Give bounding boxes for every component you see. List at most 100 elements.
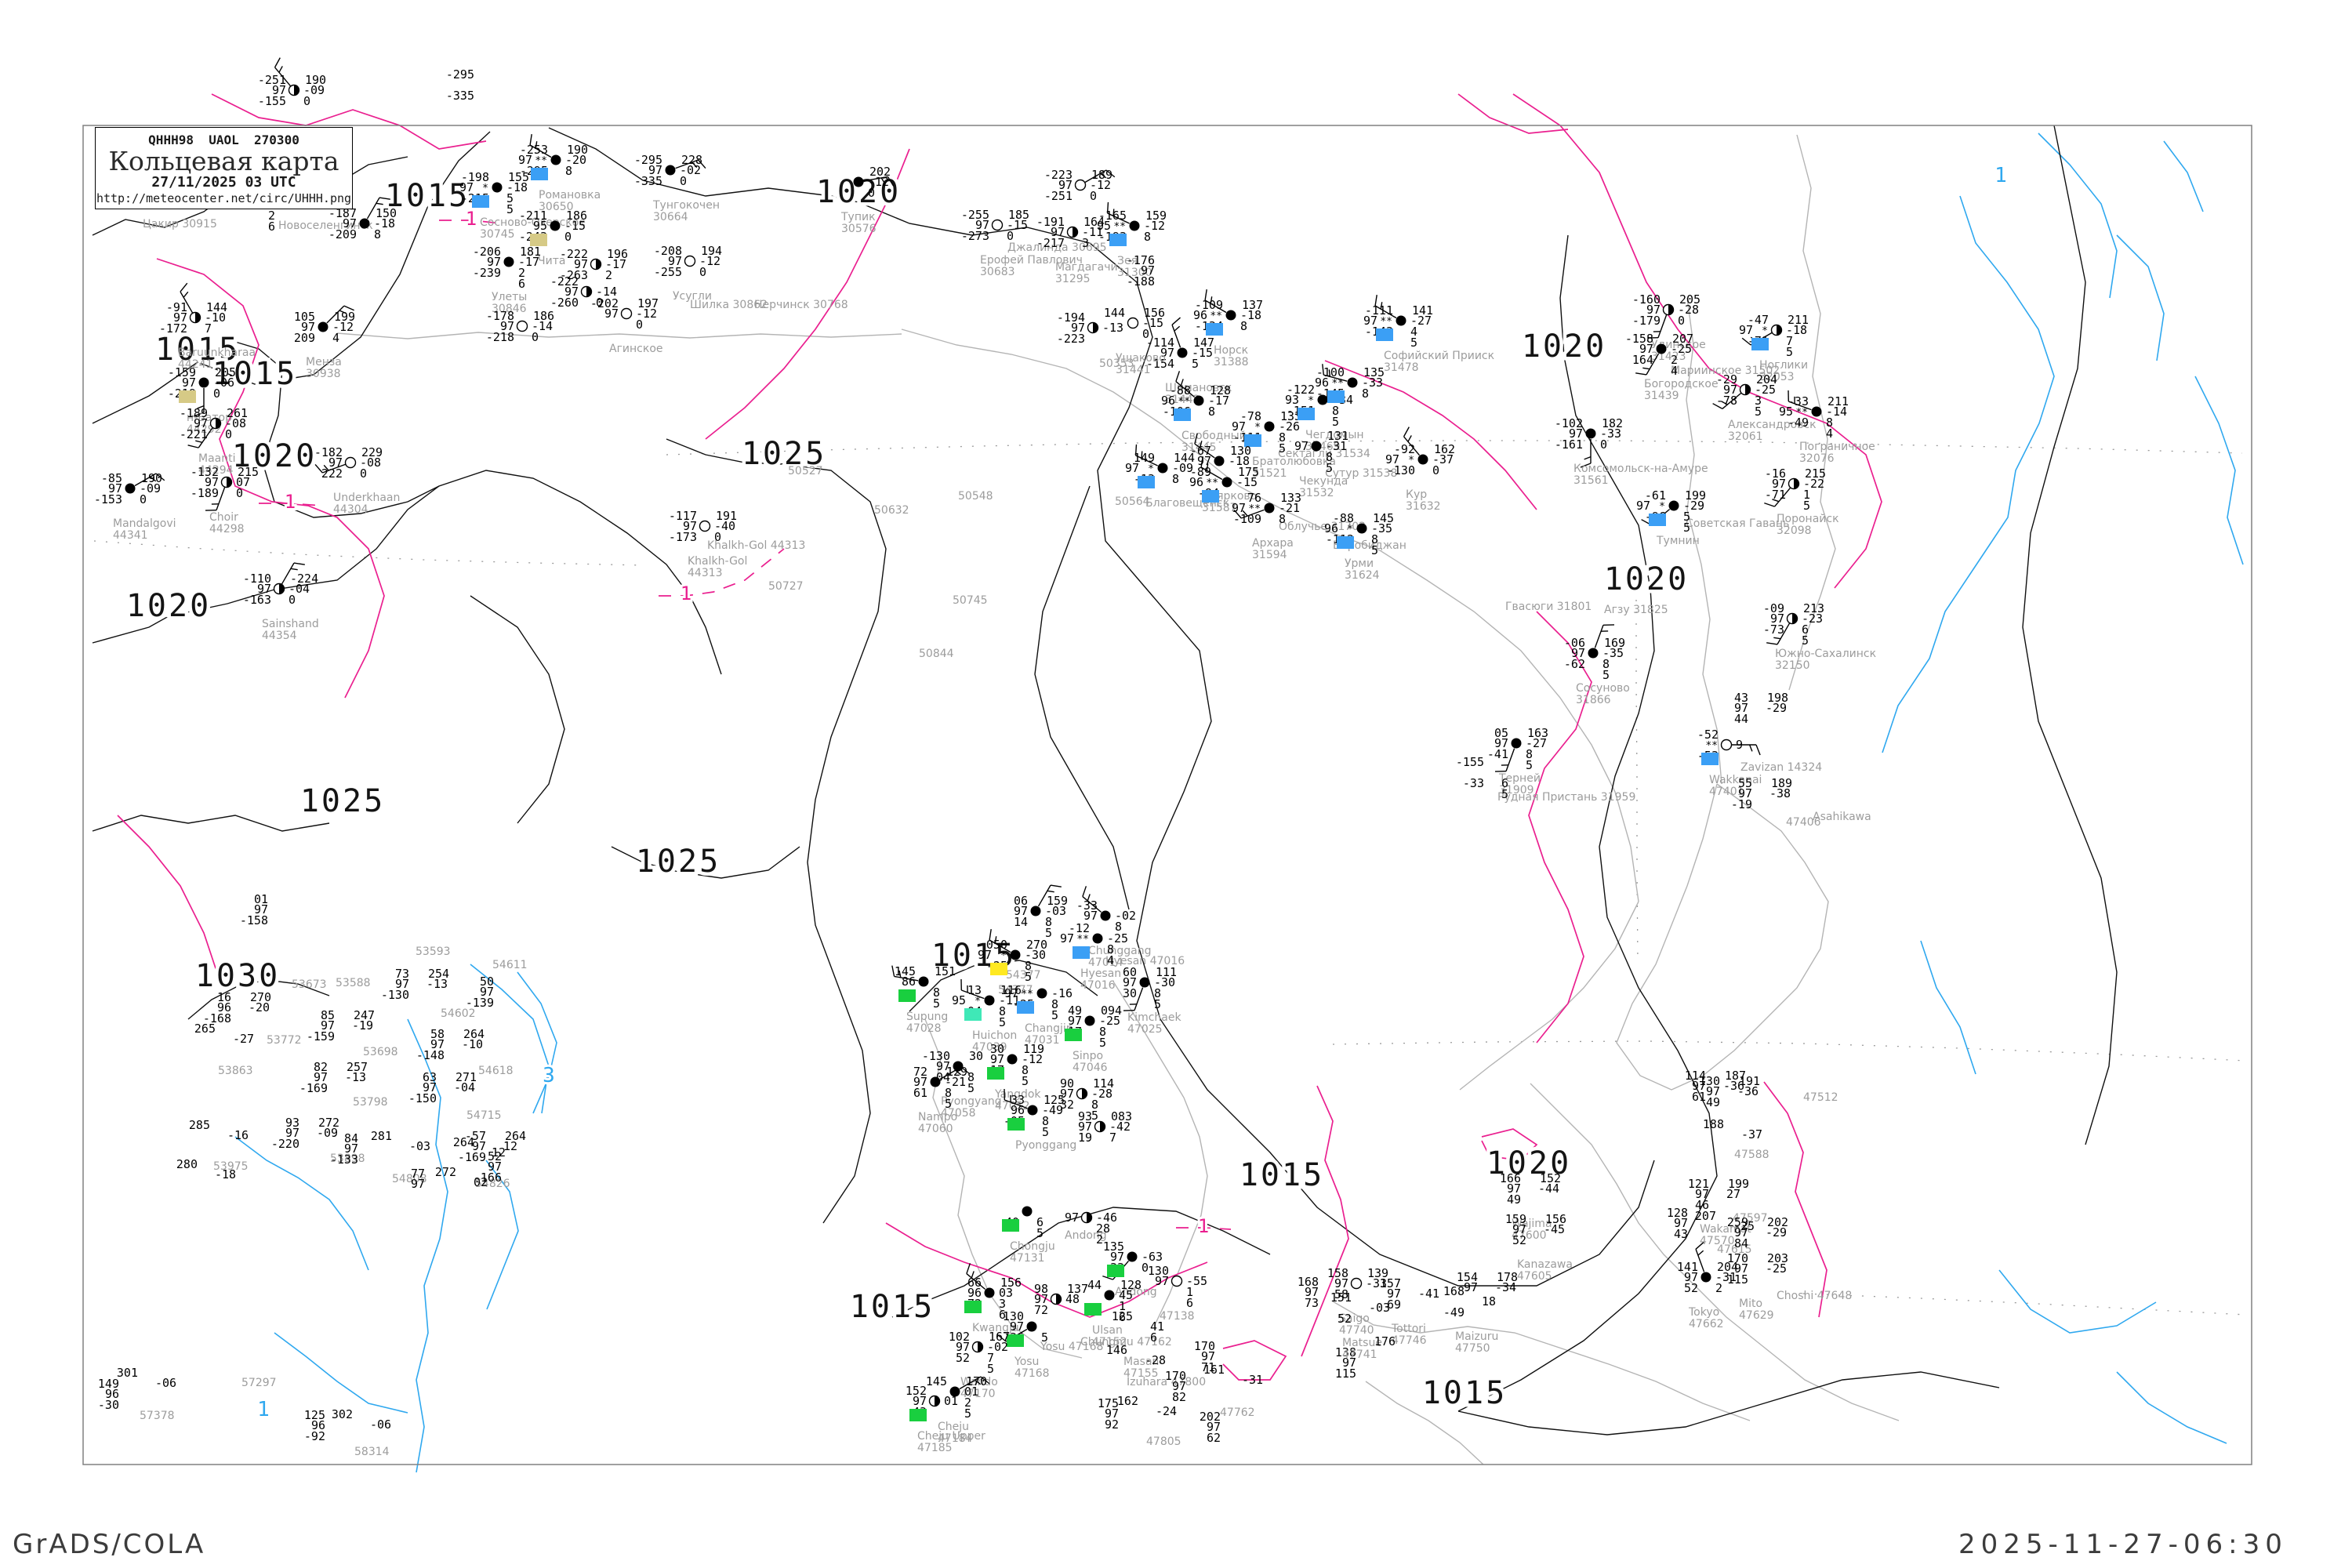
svg-text:-155: -155 <box>1456 755 1484 769</box>
svg-text:-23: -23 <box>1802 612 1823 626</box>
svg-text:125: 125 <box>1044 1093 1065 1107</box>
svg-text:130: 130 <box>1003 1309 1024 1323</box>
svg-text:-211: -211 <box>519 209 547 223</box>
svg-text:-111: -111 <box>1365 303 1393 318</box>
svg-text:-179: -179 <box>1632 314 1661 328</box>
svg-text:96: 96 <box>1161 394 1175 408</box>
svg-text:5: 5 <box>1526 758 1533 772</box>
station-marker-square <box>1065 1029 1082 1041</box>
svg-text:97: 97 <box>1078 1120 1092 1134</box>
svg-text:97: 97 <box>272 83 286 97</box>
svg-text:1: 1 <box>1119 1299 1126 1313</box>
svg-text:97: 97 <box>1692 1079 1706 1093</box>
svg-text:130: 130 <box>1699 1074 1720 1088</box>
station-marker-square <box>1002 1219 1019 1232</box>
svg-text:49: 49 <box>1507 1192 1521 1207</box>
svg-text:4: 4 <box>1671 364 1678 378</box>
svg-text:Underkhaan: Underkhaan <box>333 492 400 504</box>
svg-text:Wakamat: Wakamat <box>1700 1223 1751 1236</box>
svg-text:97: 97 <box>1004 986 1018 1000</box>
isobar-labels: 1015101510151015101510151015102010201020… <box>122 171 1690 1415</box>
svg-text:-24: -24 <box>1156 1404 1177 1418</box>
svg-text:-222: -222 <box>560 247 588 261</box>
station-plot: 207 -25 <box>1695 1209 1755 1233</box>
svg-text:97: 97 <box>1571 646 1585 660</box>
svg-text:Софийский Прииск: Софийский Прииск <box>1384 350 1494 362</box>
svg-text:46: 46 <box>1695 1198 1709 1212</box>
svg-text:-36: -36 <box>1723 1079 1744 1093</box>
svg-text:128: 128 <box>1120 1278 1142 1292</box>
svg-text:281: 281 <box>371 1129 392 1143</box>
svg-text:Комсомольск-на-Амуре: Комсомольск-на-Амуре <box>1573 463 1708 475</box>
svg-text:178: 178 <box>1497 1270 1518 1284</box>
svg-text:-13: -13 <box>426 977 448 991</box>
svg-text:96: 96 <box>1189 475 1203 489</box>
svg-text:203: 203 <box>1767 1251 1788 1265</box>
svg-text:167: 167 <box>989 1330 1010 1344</box>
svg-text:97: 97 <box>257 582 271 596</box>
svg-text:-16: -16 <box>1051 986 1073 1000</box>
svg-text:97: 97 <box>328 456 343 470</box>
svg-text:6: 6 <box>1186 1296 1193 1310</box>
isobar-label: 1015 <box>1240 1157 1324 1193</box>
svg-text:Mandalgovi: Mandalgovi <box>113 517 176 530</box>
svg-text:31532: 31532 <box>1299 487 1334 499</box>
svg-text:31439: 31439 <box>1644 390 1679 402</box>
station-plot: -295 -335 <box>446 67 474 103</box>
svg-text:-15: -15 <box>1142 316 1163 330</box>
svg-text:47741: 47741 <box>1342 1348 1377 1361</box>
station-plot: -52**-539Wakkanai47401 <box>1697 728 1762 798</box>
svg-text:47168: 47168 <box>1014 1367 1050 1380</box>
svg-text:97: 97 <box>1305 1285 1319 1299</box>
svg-text:188: 188 <box>1703 1117 1724 1131</box>
svg-text:96: 96 <box>1315 376 1329 390</box>
svg-text:97: 97 <box>648 163 662 177</box>
svg-text:1: 1 <box>1186 1285 1193 1299</box>
svg-text:44313: 44313 <box>688 567 723 579</box>
svg-text:-92: -92 <box>304 1429 325 1443</box>
svg-text:-37: -37 <box>1741 1127 1762 1142</box>
svg-text:30: 30 <box>990 1042 1004 1056</box>
svg-text:211: 211 <box>1788 313 1809 327</box>
svg-text:-150: -150 <box>408 1091 437 1105</box>
svg-text:163: 163 <box>1527 726 1548 740</box>
svg-text:-30: -30 <box>1025 948 1046 962</box>
svg-text:139: 139 <box>1367 1266 1388 1280</box>
svg-text:98: 98 <box>1034 1282 1048 1296</box>
svg-text:-15: -15 <box>1007 218 1028 232</box>
svg-text:0: 0 <box>225 427 232 441</box>
svg-text:169: 169 <box>1604 636 1625 650</box>
svg-text:97: 97 <box>1507 1181 1521 1196</box>
svg-text:8: 8 <box>1025 959 1032 973</box>
svg-text:5: 5 <box>1036 1226 1044 1240</box>
svg-text:-17: -17 <box>605 257 626 271</box>
svg-text:5: 5 <box>1501 787 1508 801</box>
svg-text:131: 131 <box>1327 429 1348 443</box>
svg-text:47016: 47016 <box>1080 979 1116 992</box>
svg-text:**: ** <box>1331 378 1344 390</box>
svg-text:186: 186 <box>566 209 587 223</box>
svg-text:202: 202 <box>1200 1410 1221 1424</box>
svg-text:-63: -63 <box>1142 1250 1163 1264</box>
svg-text:84: 84 <box>1734 1236 1748 1250</box>
svg-text:97: 97 <box>1385 452 1399 466</box>
svg-text:-88: -88 <box>1170 383 1191 397</box>
svg-text:45: 45 <box>1119 1288 1133 1302</box>
svg-text:31866: 31866 <box>1576 694 1611 706</box>
svg-text:-295: -295 <box>446 67 474 82</box>
svg-text:8: 8 <box>1362 387 1369 401</box>
svg-text:93: 93 <box>1285 393 1299 407</box>
svg-text:*: * <box>1659 501 1665 513</box>
svg-text:-189: -189 <box>191 486 219 500</box>
